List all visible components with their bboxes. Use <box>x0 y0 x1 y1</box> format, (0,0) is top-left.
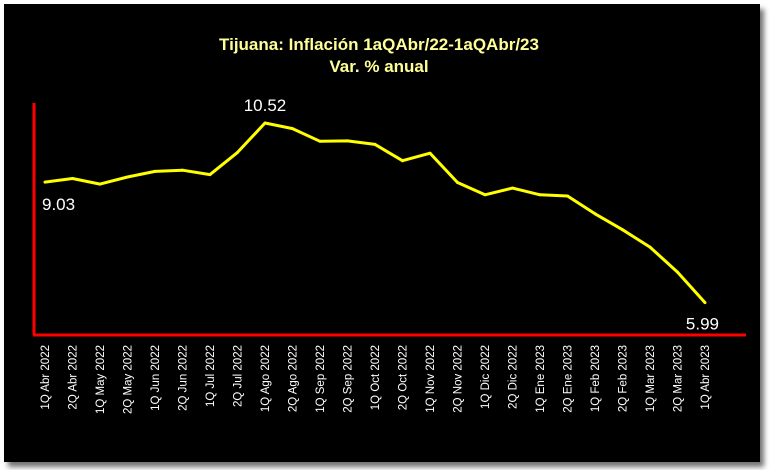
x-tick-label: 2Q Jun 2022 <box>178 345 190 411</box>
x-tick-label: 2Q Sep 2022 <box>343 345 355 413</box>
x-tick-label: 1Q Feb 2023 <box>590 345 602 412</box>
x-tick-label: 2Q Ene 2023 <box>563 345 575 413</box>
data-point <box>676 270 679 274</box>
data-point <box>346 139 349 143</box>
data-point <box>483 193 487 197</box>
data-point <box>401 159 404 163</box>
chart-frame: Tijuana: Inflación 1aQAbr/22-1aQAbr/23 V… <box>4 4 760 462</box>
data-label: 10.52 <box>244 96 287 115</box>
x-tick-label: 1Q Ago 2022 <box>260 345 272 412</box>
x-tick-label: 1Q Abr 2022 <box>40 345 52 410</box>
data-point <box>456 181 459 184</box>
data-point <box>621 228 624 232</box>
line-chart: Tijuana: Inflación 1aQAbr/22-1aQAbr/23 V… <box>32 35 746 414</box>
data-point <box>263 121 267 125</box>
series-points <box>43 121 707 305</box>
data-point <box>71 177 74 180</box>
data-point <box>373 142 377 146</box>
chart-subtitle: Var. % anual <box>329 57 428 76</box>
x-tick-label: 1Q Mar 2023 <box>645 345 657 412</box>
data-point <box>428 151 432 155</box>
data-point <box>153 169 157 173</box>
x-tick-label: 1Q Oct 2022 <box>370 345 382 410</box>
x-tick-label: 2Q Mar 2023 <box>673 345 685 412</box>
data-point <box>43 180 47 184</box>
data-labels: 9.03 10.52 5.99 <box>42 96 719 334</box>
data-point <box>181 168 184 172</box>
x-tick-label: 2Q Oct 2022 <box>398 345 410 410</box>
x-tick-label: 1Q Nov 2022 <box>425 345 437 413</box>
series-line <box>44 121 707 304</box>
x-tick-label: 2Q Abr 2022 <box>68 345 80 410</box>
x-tick-labels: 1Q Abr 2022 2Q Abr 2022 1Q May 2022 2Q May … <box>40 345 712 414</box>
data-point <box>648 245 652 249</box>
data-point <box>236 150 239 154</box>
data-point <box>318 139 322 143</box>
data-point <box>98 182 102 186</box>
chart-title: Tijuana: Inflación 1aQAbr/22-1aQAbr/23 <box>219 35 539 54</box>
data-point <box>126 175 129 179</box>
x-tick-label: 1Q Dic 2022 <box>480 345 492 409</box>
x-tick-label: 2Q Feb 2023 <box>618 345 630 412</box>
x-tick-label: 2Q Jul 2022 <box>233 345 245 407</box>
x-tick-label: 1Q Jul 2022 <box>205 345 217 407</box>
x-tick-label: 2Q May 2022 <box>123 345 135 414</box>
data-point <box>566 194 569 198</box>
data-point <box>291 127 294 131</box>
data-point <box>538 193 542 197</box>
x-tick-label: 1Q May 2022 <box>95 345 107 414</box>
x-tick-label: 2Q Ago 2022 <box>288 345 300 412</box>
data-point <box>593 212 597 216</box>
x-tick-label: 1Q Abr 2023 <box>700 345 712 410</box>
x-tick-label: 1Q Jun 2022 <box>150 345 162 411</box>
x-tick-label: 1Q Sep 2022 <box>315 345 327 413</box>
data-point <box>208 173 212 177</box>
data-label: 5.99 <box>686 315 719 334</box>
data-point <box>511 186 514 190</box>
x-tick-label: 2Q Nov 2022 <box>453 345 465 413</box>
x-tick-label: 1Q Ene 2023 <box>535 345 547 413</box>
data-label: 9.03 <box>42 195 75 214</box>
data-point <box>703 301 707 305</box>
x-tick-label: 2Q Dic 2022 <box>508 345 520 409</box>
